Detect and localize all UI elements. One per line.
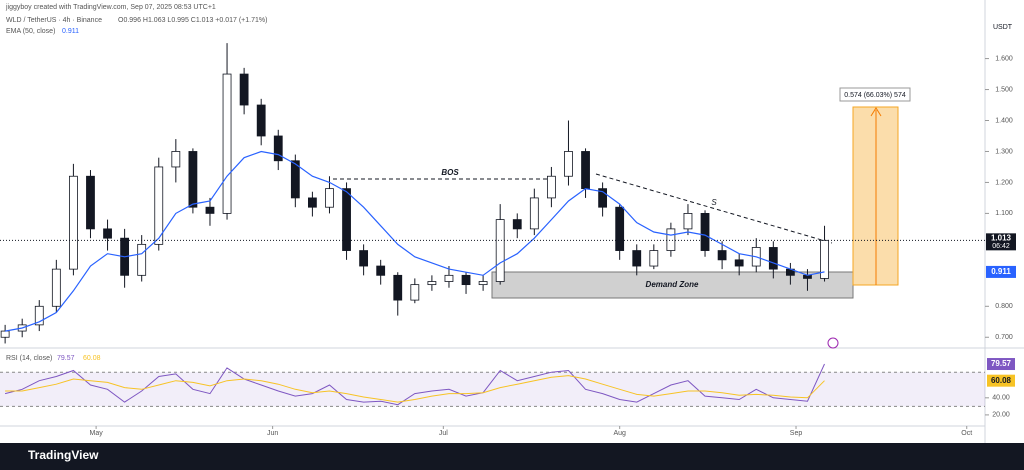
candle-body	[649, 250, 659, 267]
ema-line	[4, 150, 825, 332]
y-tick-label: 1.600	[995, 55, 1013, 62]
candle-body	[359, 250, 369, 267]
candle-body	[512, 219, 522, 230]
y-tick-label: 40.00	[992, 395, 1010, 402]
x-tick-label: Jul	[439, 430, 448, 437]
candle-body	[444, 274, 454, 282]
candle-body	[342, 188, 351, 251]
trend-line	[595, 173, 833, 244]
candle-body	[51, 268, 61, 307]
candle-body	[308, 197, 317, 208]
y-tick-label: 1.300	[995, 148, 1013, 155]
x-tick-label: Sep	[790, 430, 803, 437]
arrow-head	[870, 107, 882, 117]
candle-body	[495, 219, 505, 282]
event-icon	[827, 337, 839, 349]
rsi-badge	[987, 358, 1015, 371]
s-label: S	[711, 198, 717, 207]
candle-body	[598, 188, 608, 208]
candle-body	[461, 274, 471, 286]
y-tick-label: 0.800	[995, 303, 1013, 310]
brand: TradingView	[28, 448, 99, 462]
candle-body	[188, 151, 198, 208]
bos-label: BOS	[441, 168, 459, 177]
symbol: WLD / TetherUS · 4h · Binance	[6, 17, 102, 24]
ema-label: 0.911	[991, 267, 1011, 276]
candle-body	[615, 206, 625, 251]
ohlc: O0.996 H1.063 L0.995 C1.013 +0.017 (+1.7…	[118, 17, 267, 24]
candle-body	[154, 166, 164, 245]
y-tick-label: 1.200	[995, 179, 1013, 186]
x-tick-label: May	[89, 430, 103, 437]
candle-body	[734, 259, 744, 267]
x-tick-label: Aug	[613, 430, 626, 437]
candle-body	[581, 151, 590, 190]
candle-body	[666, 228, 676, 251]
candle-body	[205, 206, 215, 214]
rsi-legend-value: 79.57	[57, 355, 75, 362]
currency: USDT	[993, 24, 1013, 31]
countdown: 06:42	[992, 243, 1010, 250]
candle-body	[529, 197, 539, 230]
candle-body	[700, 213, 710, 251]
candle-body	[171, 151, 181, 168]
candle-body	[632, 250, 642, 267]
x-tick-label: Jun	[267, 430, 278, 437]
author-line: jiggyboy created with TradingView.com, S…	[5, 4, 216, 11]
candle-body	[717, 250, 727, 261]
candle-body	[478, 281, 488, 286]
candle-body	[410, 284, 420, 301]
rsi-value-label: 60.08	[991, 376, 1012, 385]
candle-body	[34, 305, 44, 326]
candle-body	[820, 239, 829, 279]
y-tick-label: 20.00	[992, 412, 1010, 419]
y-tick-label: 1.500	[995, 86, 1013, 93]
candle-body	[427, 281, 437, 286]
candle-body	[137, 243, 147, 276]
ema-badge	[986, 265, 1016, 278]
candle-body	[768, 247, 778, 270]
footer-bar	[0, 443, 1024, 470]
y-tick-label: 0.700	[995, 334, 1013, 341]
x-tick-label: Oct	[961, 430, 972, 437]
candle-body	[290, 160, 300, 199]
candle-body	[376, 265, 386, 276]
candle-body	[239, 73, 249, 106]
last-price-label: 1.013	[991, 233, 1012, 242]
rsi-value-label: 79.57	[991, 359, 1012, 368]
y-tick-label: 1.400	[995, 117, 1013, 124]
candle-body	[546, 175, 556, 199]
candle-body	[683, 213, 693, 230]
demand-zone	[491, 271, 854, 299]
rsi-title: RSI (14, close)	[6, 355, 52, 362]
candle-body	[222, 73, 232, 214]
candle-body	[69, 175, 78, 270]
rsi-badge	[987, 374, 1015, 387]
candle-body	[564, 151, 573, 177]
rsi-band	[0, 372, 985, 407]
candle-body	[0, 330, 10, 338]
candle-body	[256, 104, 266, 137]
demand-zone-label: Demand Zone	[646, 280, 699, 289]
candle-body	[86, 175, 95, 230]
ema-value: 0.911	[62, 28, 79, 35]
candle-body	[393, 274, 403, 301]
last-price-badge	[986, 233, 1016, 251]
rsi-line	[5, 375, 825, 403]
y-tick-label: 1.100	[995, 210, 1013, 217]
rsi-line	[4, 363, 825, 406]
target-label: 0.574 (66.03%) 574	[844, 92, 906, 99]
candle-body	[273, 135, 283, 162]
candle-body	[325, 188, 334, 208]
ema-title: EMA (50, close)	[6, 28, 55, 35]
target-label-box	[839, 87, 911, 102]
rsi-legend-value: 60.08	[83, 355, 101, 362]
candle-body	[103, 228, 112, 239]
